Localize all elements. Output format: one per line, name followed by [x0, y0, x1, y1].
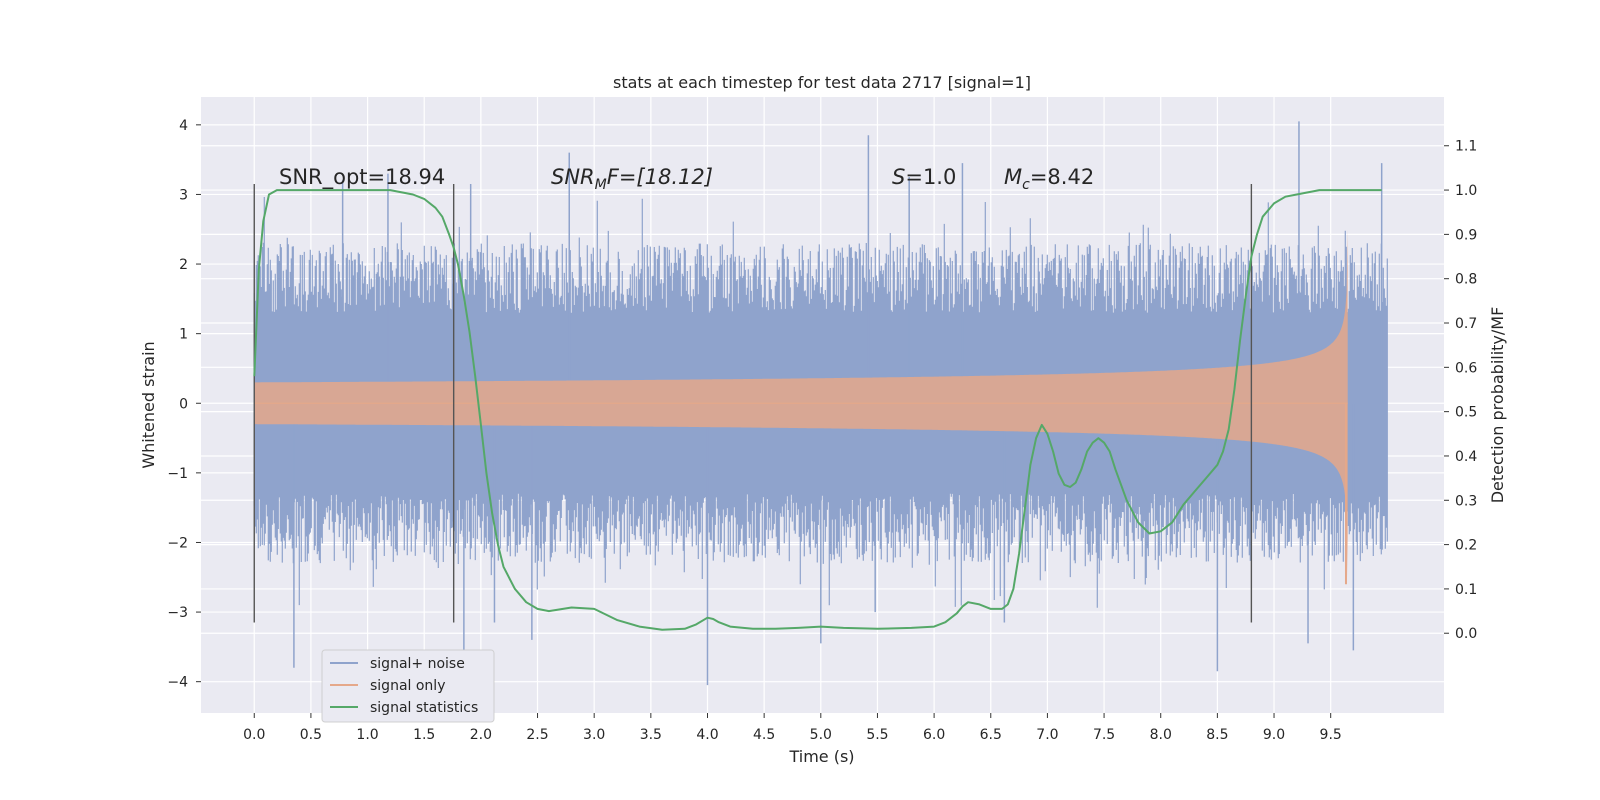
y2-tick-label: 0.8 [1455, 272, 1477, 288]
x-tick-label: 3.0 [583, 727, 605, 743]
y2-tick-label: 1.0 [1455, 183, 1477, 199]
x-tick-label: 5.0 [810, 727, 832, 743]
x-axis-label: Time (s) [788, 747, 854, 766]
y2-tick-label: 0.7 [1455, 316, 1477, 332]
snr-mf-rest: F=[18.12] [607, 165, 713, 189]
annotation-snr-opt: SNR_opt=18.94 [279, 165, 445, 190]
legend-label-signal: signal only [370, 678, 445, 694]
x-tick-label: 4.0 [696, 727, 718, 743]
signal-only-series [254, 229, 1348, 585]
x-tick-label: 6.0 [923, 727, 945, 743]
x-tick-label: 5.5 [866, 727, 888, 743]
mc-rest: =8.42 [1030, 165, 1094, 189]
snr-mf-sub: M [595, 177, 607, 193]
legend-label-statistics: signal statistics [370, 700, 478, 716]
y2-axis-label: Detection probability/MF [1488, 307, 1507, 504]
y-tick-label: −2 [167, 535, 188, 551]
snr-mf-main: SNR [551, 165, 595, 189]
y2-tick-label: 0.1 [1455, 582, 1477, 598]
x-tick-label: 1.0 [356, 727, 378, 743]
y-tick-label: 2 [179, 257, 188, 273]
annotation-mc: Mc=8.42 [1004, 165, 1094, 193]
x-tick-label: 6.5 [980, 727, 1002, 743]
mc-sub: c [1022, 177, 1030, 193]
x-tick-label: 0.0 [243, 727, 265, 743]
annotation-snr-mf: SNRMF=[18.12] [551, 165, 713, 193]
signal-statistics-series [253, 189, 1382, 631]
x-tick-label: 3.5 [640, 727, 662, 743]
x-axis-ticks: 0.0 0.5 1.0 1.5 2.0 2.5 3.0 3.5 4.0 4.5 5.0 5.5 6.0 6… [243, 713, 1342, 743]
s-rest: =1.0 [905, 165, 956, 189]
s-main: S [892, 165, 905, 189]
y2-tick-label: 0.4 [1455, 449, 1477, 465]
y-axis-ticks: 4 3 2 1 0 −1 −2 −3 −4 [167, 118, 201, 691]
x-tick-label: 7.5 [1093, 727, 1115, 743]
legend-box [321, 649, 495, 723]
x-tick-label: 1.5 [413, 727, 435, 743]
x-tick-label: 2.5 [526, 727, 548, 743]
mc-main: M [1004, 165, 1022, 189]
x-tick-label: 9.0 [1263, 727, 1285, 743]
legend-label-noise: signal+ noise [370, 656, 465, 672]
x-tick-label: 2.0 [470, 727, 492, 743]
x-tick-label: 7.0 [1036, 727, 1058, 743]
y2-tick-label: 0.3 [1455, 493, 1477, 509]
y-tick-label: 3 [179, 187, 188, 203]
x-tick-label: 0.5 [300, 727, 322, 743]
x-tick-label: 9.5 [1320, 727, 1342, 743]
y-tick-label: 4 [179, 118, 188, 134]
annotation-s: S=1.0 [892, 165, 956, 189]
y-tick-label: −1 [167, 466, 188, 482]
x-tick-label: 4.5 [753, 727, 775, 743]
y2-tick-label: 0.0 [1455, 626, 1477, 642]
legend: signal+ noise signal only signal statist… [321, 649, 495, 723]
y-tick-label: −4 [167, 675, 188, 691]
x-tick-label: 8.0 [1150, 727, 1172, 743]
y2-axis-ticks: 1.1 1.0 0.9 0.8 0.7 0.6 0.5 0.4 0.3 0.2 0.1 0.0 [1444, 139, 1477, 642]
y2-tick-label: 0.6 [1455, 360, 1477, 376]
y-tick-label: −3 [167, 605, 188, 621]
y2-tick-label: 0.5 [1455, 405, 1477, 421]
y2-tick-label: 0.2 [1455, 538, 1477, 554]
y-axis-label: Whitened strain [139, 341, 158, 468]
y2-tick-label: 1.1 [1455, 139, 1477, 155]
y-tick-label: 1 [179, 327, 188, 343]
y2-tick-label: 0.9 [1455, 227, 1477, 243]
y-tick-label: 0 [179, 396, 188, 412]
statistics-line [253, 189, 1382, 631]
x-tick-label: 8.5 [1206, 727, 1228, 743]
chart-title: stats at each timestep for test data 271… [613, 73, 1031, 92]
